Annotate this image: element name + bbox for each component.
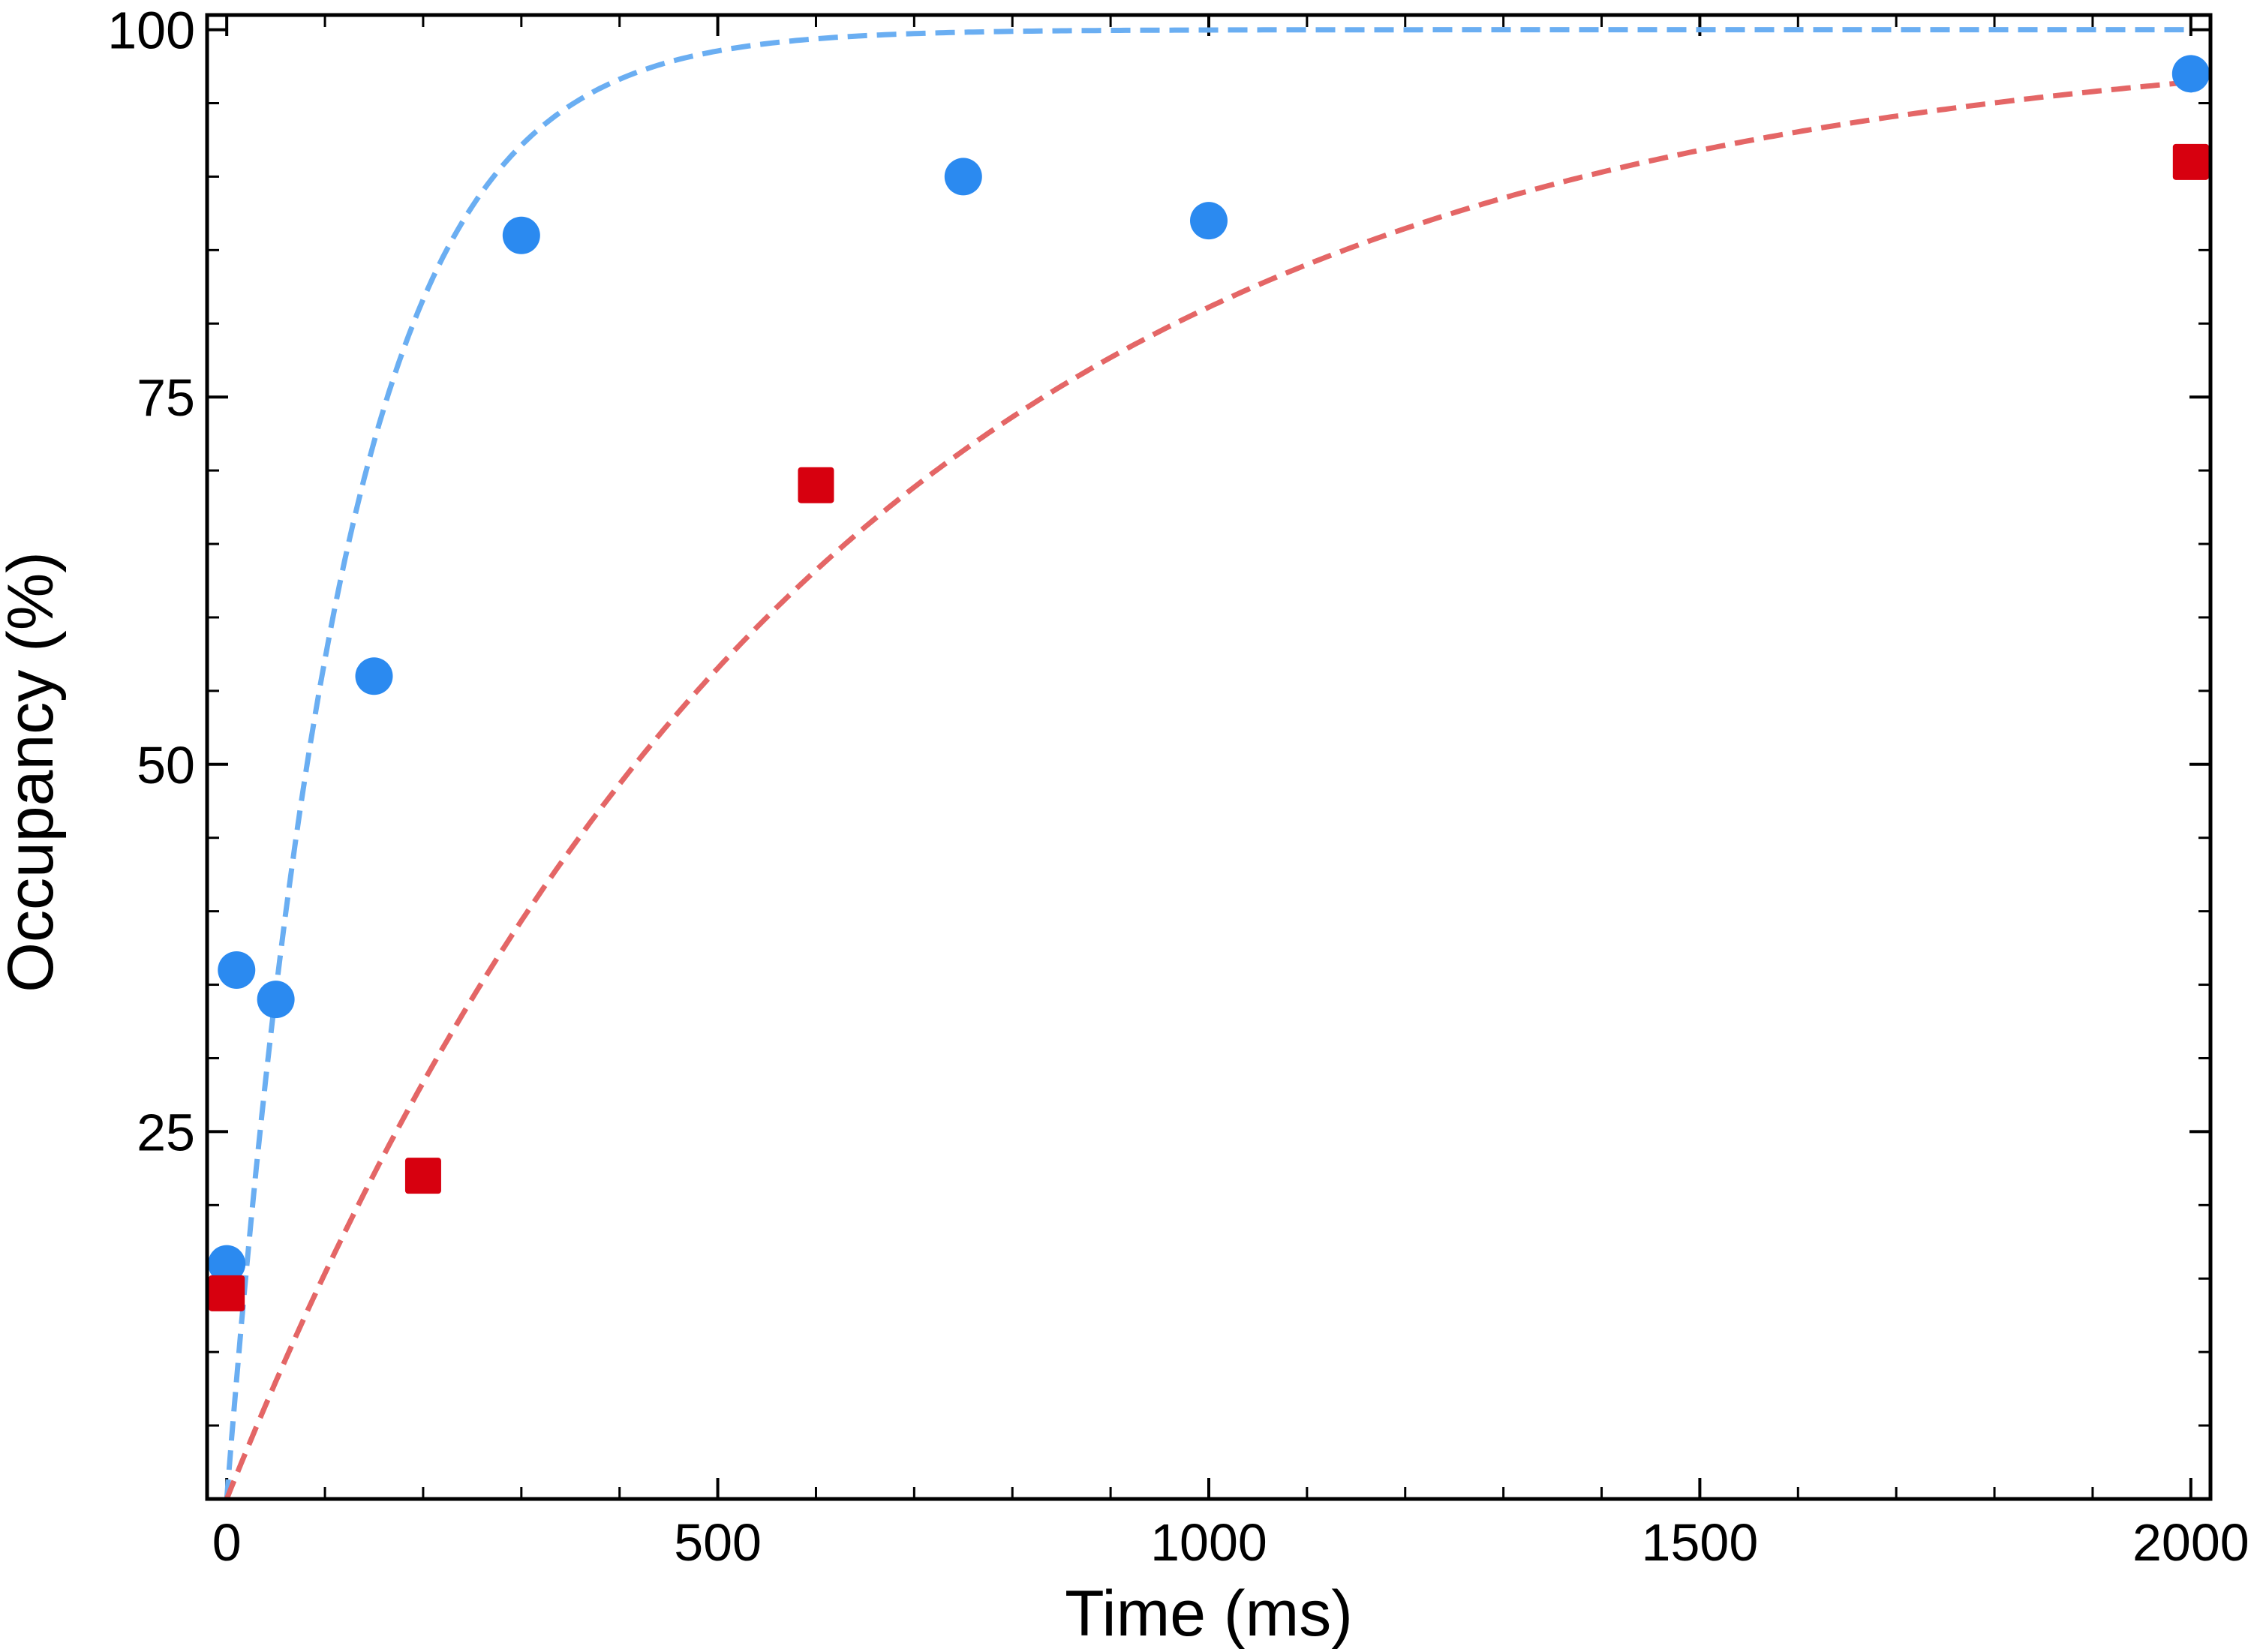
series-1-point	[944, 158, 982, 196]
series-2-point	[209, 1275, 245, 1311]
series-1-point	[257, 981, 295, 1019]
x-tick-label: 2000	[2132, 1513, 2249, 1572]
series-1-point	[218, 951, 256, 989]
x-tick-label: 1000	[1150, 1513, 1267, 1572]
plot-frame	[205, 13, 2213, 1501]
series-1-point	[355, 657, 393, 695]
x-tick-label: 1500	[1642, 1513, 1759, 1572]
y-axis-label: Occupancy (%)	[0, 551, 67, 993]
tick-labels: 0 500 1000 1500 2000 25 50 75 100	[107, 2, 2249, 1572]
y-tick-label: 50	[137, 736, 195, 794]
series-1-point	[2171, 55, 2210, 93]
series-2-point	[404, 1158, 441, 1194]
y-tick-label: 75	[137, 368, 195, 427]
x-tick-label: 500	[674, 1513, 762, 1572]
data-markers	[208, 55, 2210, 1311]
y-tick-label: 25	[137, 1103, 195, 1161]
y-tick-label: 100	[107, 2, 195, 60]
x-tick-label: 0	[212, 1513, 242, 1572]
series-1-point	[1190, 202, 1228, 240]
fit-curve-2	[224, 79, 2192, 1500]
series-1-point	[208, 1245, 246, 1283]
series-1-point	[502, 216, 540, 254]
series-2-point	[798, 467, 834, 503]
minor-ticks	[207, 15, 2210, 1499]
fit-curve-1	[224, 27, 2191, 1500]
x-axis-label: Time (ms)	[1065, 1578, 1353, 1650]
fit-curves	[224, 27, 2192, 1500]
series-2-point	[2172, 143, 2209, 180]
